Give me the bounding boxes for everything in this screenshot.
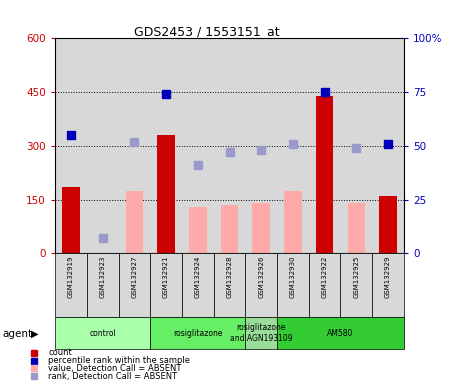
Text: ▶: ▶	[31, 329, 39, 339]
Bar	[252, 203, 270, 253]
Bar	[62, 187, 80, 253]
Text: GSM132923: GSM132923	[100, 255, 106, 298]
Bar	[316, 96, 333, 253]
Bar	[372, 253, 404, 317]
Text: rank, Detection Call = ABSENT: rank, Detection Call = ABSENT	[48, 372, 178, 381]
Text: rosiglitazone: rosiglitazone	[173, 329, 223, 338]
Text: GSM132926: GSM132926	[258, 255, 264, 298]
Text: GSM132922: GSM132922	[322, 255, 328, 298]
Bar	[277, 317, 404, 349]
Bar	[347, 203, 365, 253]
Text: control: control	[89, 329, 116, 338]
Text: GSM132927: GSM132927	[131, 255, 137, 298]
Bar	[126, 191, 143, 253]
Text: AM580: AM580	[327, 329, 354, 338]
Text: GSM132929: GSM132929	[385, 255, 391, 298]
Bar	[182, 253, 213, 317]
Text: GSM132928: GSM132928	[226, 255, 233, 298]
Text: GSM132921: GSM132921	[163, 255, 169, 298]
Bar	[150, 253, 182, 317]
Text: agent: agent	[2, 329, 33, 339]
Text: GSM132919: GSM132919	[68, 255, 74, 298]
Text: GDS2453 / 1553151_at: GDS2453 / 1553151_at	[134, 25, 280, 38]
Bar	[277, 253, 309, 317]
Text: GSM132925: GSM132925	[353, 255, 359, 298]
Bar	[150, 317, 246, 349]
Bar	[246, 317, 277, 349]
Bar	[87, 253, 118, 317]
Bar	[309, 253, 341, 317]
Text: percentile rank within the sample: percentile rank within the sample	[48, 356, 190, 365]
Bar	[118, 253, 150, 317]
Bar	[221, 205, 238, 253]
Text: GSM132924: GSM132924	[195, 255, 201, 298]
Bar	[157, 135, 175, 253]
Text: value, Detection Call = ABSENT: value, Detection Call = ABSENT	[48, 364, 182, 373]
Bar	[341, 253, 372, 317]
Bar	[284, 191, 302, 253]
Bar	[379, 196, 397, 253]
Bar	[55, 253, 87, 317]
Bar	[246, 253, 277, 317]
Bar	[55, 317, 150, 349]
Text: count: count	[48, 348, 72, 358]
Bar	[189, 207, 207, 253]
Text: GSM132930: GSM132930	[290, 255, 296, 298]
Text: rosiglitazone
and AGN193109: rosiglitazone and AGN193109	[230, 323, 292, 343]
Bar	[213, 253, 246, 317]
